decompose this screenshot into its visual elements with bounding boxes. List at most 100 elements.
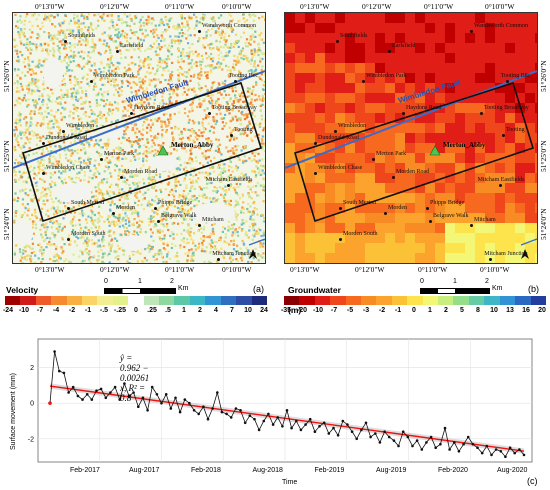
velocity-pixel bbox=[199, 227, 203, 230]
velocity-pixel bbox=[237, 203, 240, 206]
no-data-area bbox=[149, 155, 177, 171]
groundwater-cell bbox=[315, 183, 325, 193]
velocity-pixel bbox=[206, 76, 209, 79]
velocity-pixel bbox=[116, 205, 119, 209]
velocity-pixel bbox=[75, 132, 78, 135]
velocity-pixel bbox=[247, 202, 250, 205]
groundwater-cell bbox=[325, 143, 335, 153]
groundwater-cell bbox=[475, 43, 485, 53]
velocity-pixel bbox=[164, 61, 167, 64]
scale-bar-a bbox=[104, 288, 176, 294]
velocity-pixel bbox=[25, 41, 28, 44]
velocity-pixel bbox=[251, 104, 254, 107]
velocity-pixel bbox=[44, 14, 47, 17]
velocity-pixel bbox=[81, 234, 84, 237]
velocity-pixel bbox=[174, 187, 177, 190]
velocity-pixel bbox=[178, 133, 181, 136]
velocity-pixel bbox=[157, 230, 160, 233]
velocity-pixel bbox=[99, 245, 102, 248]
velocity-pixel bbox=[159, 21, 162, 24]
velocity-pixel bbox=[142, 157, 145, 160]
groundwater-cell bbox=[365, 233, 375, 243]
velocity-pixel bbox=[57, 125, 60, 128]
velocity-pixel bbox=[118, 213, 121, 216]
velocity-pixel bbox=[199, 89, 202, 92]
velocity-pixel bbox=[233, 135, 236, 139]
velocity-pixel bbox=[144, 248, 147, 251]
velocity-pixel bbox=[163, 237, 166, 240]
velocity-pixel bbox=[164, 30, 167, 33]
velocity-pixel bbox=[235, 192, 238, 195]
velocity-pixel bbox=[196, 138, 199, 141]
velocity-pixel bbox=[109, 190, 112, 193]
velocity-pixel bbox=[250, 38, 253, 41]
velocity-pixel bbox=[132, 222, 135, 225]
velocity-pixel bbox=[211, 84, 214, 87]
velocity-pixel bbox=[137, 56, 140, 59]
velocity-pixel bbox=[117, 91, 120, 94]
groundwater-cell bbox=[385, 103, 395, 113]
velocity-pixel bbox=[240, 229, 243, 232]
velocity-pixel bbox=[114, 216, 117, 219]
velocity-pixel bbox=[166, 28, 169, 31]
velocity-pixel bbox=[43, 43, 46, 46]
velocity-pixel bbox=[73, 43, 76, 46]
velocity-pixel bbox=[220, 153, 223, 156]
velocity-pixel bbox=[128, 224, 131, 227]
velocity-pixel bbox=[110, 37, 113, 40]
velocity-pixel bbox=[224, 185, 227, 188]
velocity-pixel bbox=[223, 189, 226, 192]
velocity-pixel bbox=[251, 222, 254, 225]
velocity-pixel bbox=[229, 97, 232, 100]
velocity-pixel bbox=[259, 104, 262, 107]
velocity-pixel bbox=[57, 230, 60, 233]
velocity-pixel bbox=[170, 246, 173, 250]
groundwater-cell bbox=[365, 93, 375, 103]
velocity-pixel bbox=[135, 30, 138, 34]
velocity-pixel bbox=[245, 54, 248, 58]
velocity-pixel bbox=[248, 87, 251, 90]
groundwater-cell bbox=[365, 63, 375, 73]
velocity-pixel bbox=[102, 99, 105, 102]
velocity-pixel bbox=[17, 68, 20, 71]
velocity-pixel bbox=[38, 108, 41, 111]
velocity-pixel bbox=[191, 160, 194, 163]
groundwater-cell bbox=[355, 83, 365, 93]
velocity-pixel bbox=[201, 247, 204, 250]
velocity-pixel bbox=[37, 171, 40, 175]
velocity-pixel bbox=[112, 191, 115, 194]
velocity-pixel bbox=[106, 177, 109, 181]
velocity-pixel bbox=[115, 47, 118, 50]
groundwater-cell bbox=[425, 53, 435, 63]
velocity-pixel bbox=[58, 22, 61, 25]
velocity-pixel bbox=[27, 166, 30, 170]
velocity-pixel bbox=[213, 156, 216, 159]
velocity-pixel bbox=[94, 234, 97, 237]
groundwater-cell bbox=[515, 213, 525, 223]
velocity-pixel bbox=[190, 185, 193, 188]
velocity-pixel bbox=[123, 196, 126, 199]
place-label: Haydons Road bbox=[134, 105, 170, 111]
velocity-pixel bbox=[183, 179, 186, 182]
velocity-pixel bbox=[24, 65, 27, 68]
velocity-pixel bbox=[182, 60, 185, 63]
velocity-pixel bbox=[75, 98, 78, 101]
velocity-pixel bbox=[250, 159, 253, 162]
velocity-pixel bbox=[197, 177, 200, 180]
velocity-pixel bbox=[102, 244, 105, 248]
velocity-pixel bbox=[144, 89, 147, 92]
velocity-pixel bbox=[172, 39, 175, 42]
velocity-pixel bbox=[228, 13, 231, 16]
velocity-pixel bbox=[249, 217, 252, 220]
velocity-pixel bbox=[50, 185, 53, 188]
velocity-pixel bbox=[26, 128, 29, 131]
velocity-pixel bbox=[28, 131, 31, 134]
groundwater-cell bbox=[505, 183, 515, 193]
velocity-pixel bbox=[208, 242, 211, 246]
velocity-pixel bbox=[18, 36, 21, 39]
groundwater-cell bbox=[305, 23, 315, 33]
velocity-pixel bbox=[166, 214, 169, 217]
velocity-pixel bbox=[40, 122, 43, 125]
velocity-pixel bbox=[261, 15, 264, 18]
groundwater-cell bbox=[295, 53, 305, 63]
